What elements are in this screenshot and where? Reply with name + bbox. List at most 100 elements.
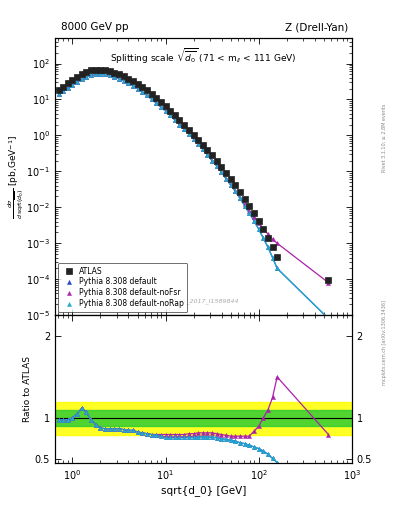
- Pythia 8.308 default-noRap: [266, 244, 270, 250]
- ATLAS: [145, 87, 149, 93]
- Pythia 8.308 default: [196, 141, 200, 147]
- ATLAS: [182, 121, 186, 127]
- Pythia 8.308 default: [270, 254, 275, 261]
- ATLAS: [187, 126, 191, 133]
- Pythia 8.308 default-noRap: [224, 176, 228, 182]
- Pythia 8.308 default-noFsr: [149, 96, 154, 102]
- Pythia 8.308 default-noFsr: [112, 74, 117, 80]
- Pythia 8.308 default: [65, 85, 70, 91]
- Pythia 8.308 default-noRap: [182, 126, 186, 133]
- Pythia 8.308 default: [215, 163, 219, 169]
- Pythia 8.308 default: [233, 188, 238, 194]
- Pythia 8.308 default-noFsr: [252, 214, 256, 220]
- Text: Splitting scale $\sqrt{\overline{d_0}}$ (71 < m$_{ll}$ < 111 GeV): Splitting scale $\sqrt{\overline{d_0}}$ …: [110, 47, 297, 66]
- ATLAS: [158, 99, 163, 105]
- Pythia 8.308 default-noRap: [210, 158, 215, 164]
- Pythia 8.308 default-noFsr: [233, 188, 238, 194]
- Pythia 8.308 default-noFsr: [270, 236, 275, 242]
- ATLAS: [168, 108, 173, 114]
- ATLAS: [84, 69, 89, 75]
- ATLAS: [163, 103, 168, 109]
- Pythia 8.308 default: [177, 121, 182, 127]
- Pythia 8.308 default-noFsr: [256, 220, 261, 226]
- Pythia 8.308 default: [205, 152, 210, 158]
- Pythia 8.308 default-noFsr: [88, 72, 93, 78]
- Pythia 8.308 default: [112, 74, 117, 80]
- ATLAS: [130, 78, 135, 84]
- Pythia 8.308 default: [126, 80, 130, 87]
- Pythia 8.308 default: [107, 72, 112, 78]
- ATLAS: [247, 203, 252, 209]
- Pythia 8.308 default: [242, 203, 247, 209]
- Pythia 8.308 default-noRap: [215, 163, 219, 169]
- ATLAS: [215, 158, 219, 164]
- Pythia 8.308 default-noRap: [117, 76, 121, 82]
- Pythia 8.308 default-noRap: [238, 195, 242, 201]
- Pythia 8.308 default: [173, 117, 177, 123]
- ATLAS: [103, 67, 107, 73]
- ATLAS: [228, 176, 233, 182]
- Pythia 8.308 default-noRap: [94, 71, 98, 77]
- Line: Pythia 8.308 default: Pythia 8.308 default: [57, 72, 331, 321]
- ATLAS: [173, 112, 177, 118]
- Pythia 8.308 default-noFsr: [275, 240, 279, 246]
- ATLAS: [200, 142, 205, 148]
- Pythia 8.308 default: [168, 112, 173, 118]
- Pythia 8.308 default-noFsr: [168, 112, 173, 118]
- Pythia 8.308 default-noRap: [247, 210, 252, 216]
- Pythia 8.308 default: [228, 182, 233, 188]
- ATLAS: [61, 84, 65, 90]
- ATLAS: [266, 235, 270, 241]
- Pythia 8.308 default-noRap: [270, 254, 275, 261]
- Pythia 8.308 default: [182, 126, 186, 133]
- Pythia 8.308 default-noFsr: [326, 280, 331, 286]
- Pythia 8.308 default-noRap: [242, 203, 247, 209]
- Pythia 8.308 default-noFsr: [224, 176, 228, 182]
- Pythia 8.308 default: [210, 158, 215, 164]
- ATLAS: [149, 91, 154, 97]
- Line: Pythia 8.308 default-noRap: Pythia 8.308 default-noRap: [57, 72, 331, 321]
- Pythia 8.308 default: [247, 210, 252, 216]
- Pythia 8.308 default: [145, 92, 149, 98]
- Pythia 8.308 default-noRap: [56, 91, 61, 97]
- Pythia 8.308 default-noRap: [252, 218, 256, 224]
- Pythia 8.308 default: [103, 71, 107, 77]
- Pythia 8.308 default: [158, 104, 163, 110]
- Pythia 8.308 default-noFsr: [145, 92, 149, 98]
- Pythia 8.308 default-noRap: [88, 72, 93, 78]
- Pythia 8.308 default: [238, 195, 242, 201]
- ATLAS: [56, 87, 61, 93]
- Pythia 8.308 default-noRap: [228, 182, 233, 188]
- Pythia 8.308 default-noRap: [135, 86, 140, 92]
- Pythia 8.308 default-noRap: [205, 152, 210, 158]
- Pythia 8.308 default-noFsr: [215, 163, 219, 169]
- Pythia 8.308 default: [219, 169, 224, 175]
- Pythia 8.308 default-noRap: [177, 121, 182, 127]
- Pythia 8.308 default-noFsr: [103, 71, 107, 77]
- Pythia 8.308 default-noRap: [219, 169, 224, 175]
- Pythia 8.308 default-noFsr: [177, 121, 182, 127]
- Pythia 8.308 default-noRap: [79, 76, 84, 82]
- Pythia 8.308 default-noRap: [261, 235, 266, 241]
- Pythia 8.308 default-noFsr: [79, 76, 84, 82]
- Pythia 8.308 default-noRap: [65, 85, 70, 91]
- ATLAS: [233, 182, 238, 188]
- ATLAS: [191, 132, 196, 138]
- Pythia 8.308 default-noFsr: [228, 182, 233, 188]
- Pythia 8.308 default: [121, 78, 126, 84]
- Pythia 8.308 default-noFsr: [247, 208, 252, 214]
- Pythia 8.308 default-noRap: [70, 82, 75, 88]
- Pythia 8.308 default: [56, 91, 61, 97]
- Pythia 8.308 default: [252, 218, 256, 224]
- Pythia 8.308 default: [130, 83, 135, 89]
- Pythia 8.308 default-noRap: [233, 188, 238, 194]
- ATLAS: [196, 137, 200, 143]
- ATLAS: [126, 76, 130, 82]
- ATLAS: [252, 210, 256, 216]
- Pythia 8.308 default-noRap: [196, 141, 200, 147]
- Text: mcplots.cern.ch [arXiv:1306.3436]: mcplots.cern.ch [arXiv:1306.3436]: [382, 301, 387, 386]
- Pythia 8.308 default-noFsr: [163, 108, 168, 114]
- Pythia 8.308 default-noRap: [107, 72, 112, 78]
- Pythia 8.308 default-noRap: [326, 315, 331, 322]
- Pythia 8.308 default-noRap: [121, 78, 126, 84]
